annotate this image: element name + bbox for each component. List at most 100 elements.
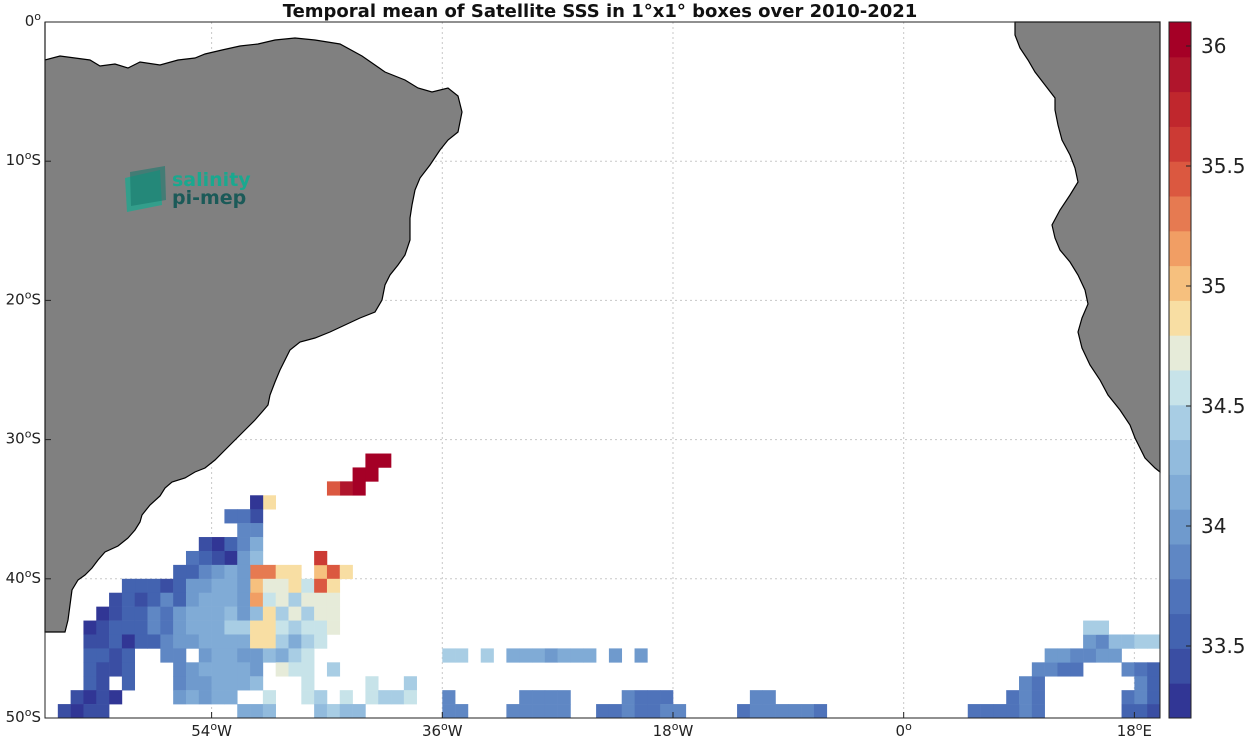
salinity-cell: [211, 662, 225, 677]
salinity-cell: [1121, 662, 1135, 677]
salinity-cell: [1031, 662, 1045, 677]
colorbar-segment: [1169, 91, 1191, 127]
salinity-cell: [314, 690, 328, 705]
salinity-cell: [262, 606, 276, 621]
salinity-cell: [262, 704, 276, 719]
salinity-cell: [262, 634, 276, 649]
salinity-cell: [198, 634, 212, 649]
salinity-cell: [121, 620, 136, 635]
salinity-cell: [1031, 690, 1045, 705]
salinity-cell: [96, 620, 110, 635]
salinity-cell: [275, 634, 289, 649]
salinity-cell: [237, 564, 251, 580]
salinity-cell: [262, 648, 276, 663]
colorbar: 33.5 34 34.5 35 35.5 36: [1168, 21, 1245, 719]
salinity-cell: [672, 704, 687, 719]
salinity-cell: [813, 704, 828, 719]
salinity-cell: [326, 620, 341, 635]
salinity-cell: [1134, 676, 1148, 691]
salinity-cell: [185, 676, 200, 691]
salinity-cell: [275, 606, 289, 621]
salinity-cell: [621, 704, 635, 719]
salinity-cell: [339, 481, 353, 496]
salinity-cell: [198, 620, 212, 635]
salinity-cell: [314, 592, 328, 607]
salinity-cell: [326, 592, 341, 607]
salinity-cell: [544, 690, 558, 705]
salinity-cell: [326, 606, 341, 621]
salinity-cell: [1044, 648, 1058, 663]
salinity-cell: [737, 704, 751, 719]
salinity-cell: [185, 634, 200, 649]
x-tick-label: 18oW: [653, 720, 694, 740]
salinity-cell: [250, 620, 264, 635]
salinity-cell: [583, 648, 597, 663]
salinity-cell: [198, 592, 212, 607]
x-axis: 54oW 36oW 18oW 0o 18oE: [191, 712, 1152, 740]
salinity-cell: [250, 606, 264, 621]
salinity-cell: [1134, 690, 1148, 705]
salinity-cell: [250, 592, 264, 607]
salinity-cell: [83, 690, 97, 705]
salinity-cell: [288, 606, 302, 621]
colorbar-tick-label: 34: [1201, 514, 1226, 538]
salinity-cell: [1031, 676, 1045, 691]
salinity-cell: [121, 578, 136, 594]
salinity-cell: [224, 620, 238, 635]
salinity-cell: [237, 704, 251, 719]
salinity-cell: [211, 592, 225, 607]
salinity-cell: [224, 592, 238, 607]
salinity-cell: [109, 662, 123, 677]
salinity-cell: [237, 676, 251, 691]
salinity-cell: [275, 648, 289, 663]
salinity-cell: [1121, 690, 1135, 705]
salinity-cell: [198, 606, 212, 621]
y-tick-label: 20oS: [6, 288, 41, 308]
salinity-cell: [185, 564, 200, 580]
colorbar-tick-label: 34.5: [1201, 394, 1245, 418]
salinity-cell: [314, 578, 328, 594]
salinity-cell: [121, 634, 136, 649]
salinity-cell: [660, 704, 674, 719]
x-tick-label: 36oW: [422, 720, 463, 740]
salinity-cell: [1019, 690, 1033, 705]
salinity-cell: [378, 453, 392, 468]
colorbar-segment: [1169, 300, 1191, 336]
salinity-cell: [301, 592, 315, 607]
salinity-pi-mep-logo: salinity pi-mep: [125, 166, 251, 212]
salinity-cell: [134, 634, 148, 649]
colorbar-segment: [1169, 126, 1191, 162]
salinity-cell: [198, 550, 212, 566]
salinity-cell: [185, 662, 200, 677]
salinity-cell: [262, 620, 276, 635]
salinity-cell: [275, 592, 289, 607]
logo-line-1: salinity: [172, 169, 251, 191]
salinity-cell: [442, 704, 456, 719]
salinity-cell: [1019, 676, 1033, 691]
salinity-cell: [250, 704, 264, 719]
salinity-cell: [519, 690, 533, 705]
x-tick-label: 18oE: [1117, 720, 1152, 740]
salinity-cell: [314, 550, 328, 566]
salinity-cell: [801, 704, 815, 719]
salinity-cell: [211, 606, 225, 621]
salinity-cell: [121, 676, 136, 691]
salinity-cell: [173, 592, 187, 607]
salinity-cell: [224, 550, 238, 566]
salinity-cell: [173, 620, 187, 635]
salinity-cell: [224, 634, 238, 649]
salinity-cell: [326, 481, 341, 496]
colorbar-segment: [1169, 613, 1191, 649]
colorbar-segment: [1169, 230, 1191, 267]
colorbar-segment: [1169, 370, 1191, 406]
salinity-cell: [121, 592, 136, 607]
salinity-cell: [185, 550, 200, 566]
salinity-cell: [1134, 662, 1148, 677]
salinity-cell: [1121, 634, 1135, 649]
salinity-cell: [224, 676, 238, 691]
salinity-cell: [147, 592, 161, 607]
salinity-cell: [198, 690, 212, 705]
y-tick-label: 0o: [25, 10, 42, 30]
salinity-cell: [262, 592, 276, 607]
salinity-cell: [198, 676, 212, 691]
